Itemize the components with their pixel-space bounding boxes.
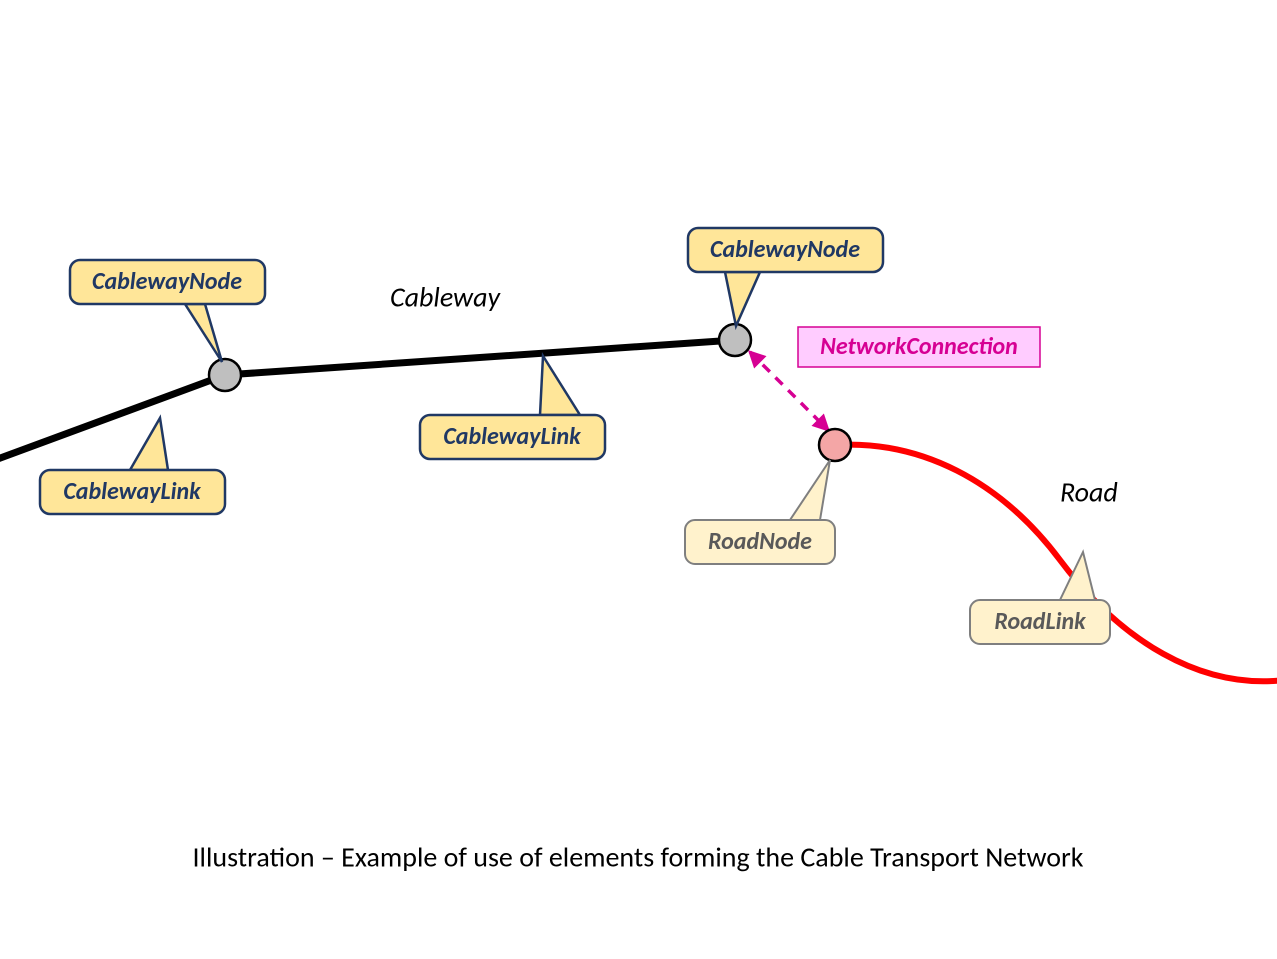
road-line bbox=[835, 445, 1277, 682]
svg-text:CablewayNode: CablewayNode bbox=[710, 235, 860, 264]
callout-cableway-link-right: CablewayLink bbox=[420, 356, 605, 459]
caption: Illustration – Example of use of element… bbox=[193, 840, 1084, 875]
road-label: Road bbox=[1060, 475, 1118, 510]
callout-road-node: RoadNode bbox=[685, 460, 835, 564]
svg-text:NetworkConnection: NetworkConnection bbox=[820, 332, 1018, 361]
callout-road-link: RoadLink bbox=[970, 552, 1110, 644]
svg-text:CablewayLink: CablewayLink bbox=[443, 422, 581, 451]
cableway-node-left bbox=[209, 359, 241, 391]
svg-text:RoadNode: RoadNode bbox=[708, 527, 812, 556]
callout-cableway-node-left: CablewayNode bbox=[70, 260, 265, 362]
cableway-node-right bbox=[719, 324, 751, 356]
road-node bbox=[819, 429, 851, 461]
svg-text:RoadLink: RoadLink bbox=[994, 607, 1086, 636]
callout-cableway-node-right: CablewayNode bbox=[688, 228, 883, 326]
cableway-label: Cableway bbox=[390, 280, 501, 315]
cableway-line bbox=[0, 340, 735, 460]
network-connection-box: NetworkConnection bbox=[798, 327, 1040, 367]
svg-text:CablewayLink: CablewayLink bbox=[63, 477, 201, 506]
svg-text:CablewayNode: CablewayNode bbox=[92, 267, 242, 296]
